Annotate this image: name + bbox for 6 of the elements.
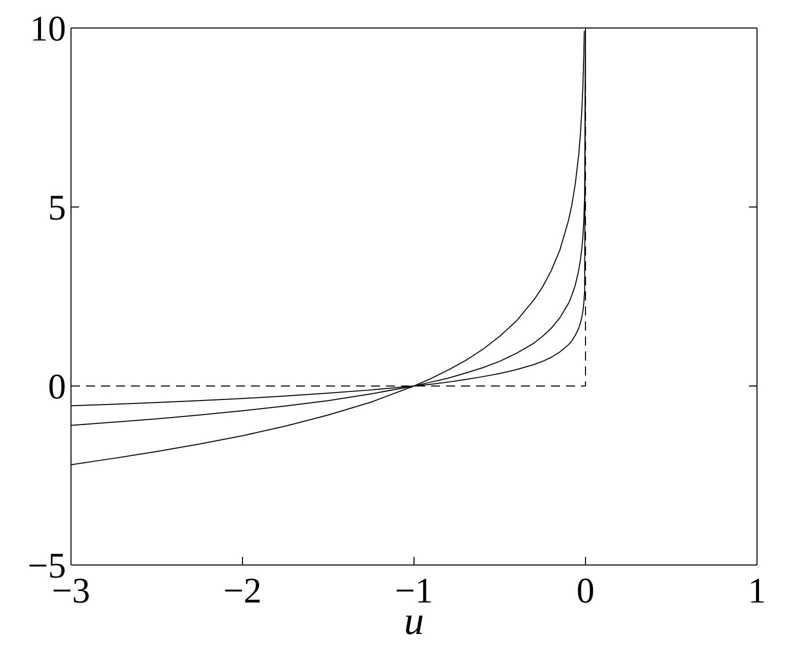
y-tick-label: 5 <box>48 188 66 228</box>
x-tick-label: 0 <box>576 570 594 611</box>
y-tick-label: 10 <box>30 8 66 49</box>
x-tick-label: −2 <box>223 570 262 611</box>
x-tick-label: 1 <box>748 570 766 611</box>
y-tick-label: 0 <box>48 366 66 407</box>
